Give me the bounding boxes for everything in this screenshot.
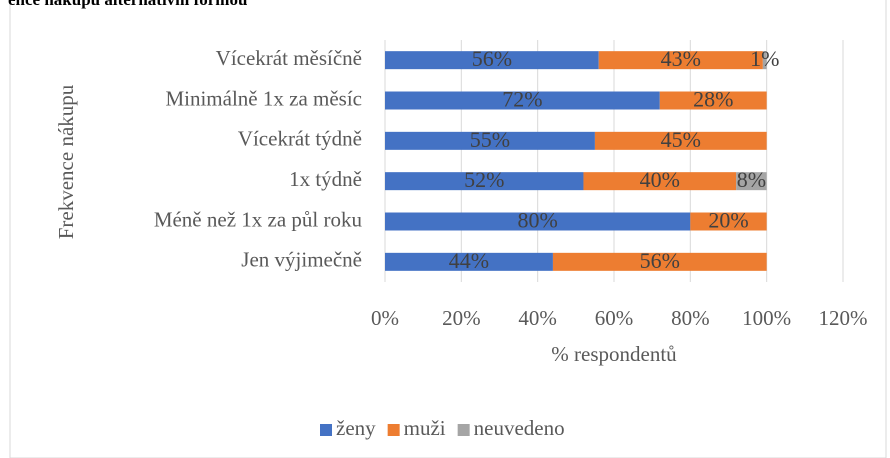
data-label: 45% bbox=[661, 127, 701, 152]
y-tick-label: Jen výjimečně bbox=[241, 248, 362, 272]
data-label: 80% bbox=[518, 208, 558, 233]
bar-segment bbox=[762, 51, 767, 70]
bar-segment bbox=[385, 51, 599, 70]
bar-segment bbox=[690, 212, 767, 231]
data-label: 55% bbox=[470, 127, 510, 152]
legend-swatch bbox=[320, 424, 332, 436]
x-tick-label: 0% bbox=[371, 306, 399, 330]
bar-segment bbox=[594, 131, 767, 150]
data-label: 72% bbox=[502, 87, 542, 112]
legend-swatch bbox=[457, 424, 470, 436]
legend-label: muži bbox=[404, 416, 446, 440]
data-label: 52% bbox=[464, 167, 504, 192]
bar-segment bbox=[583, 172, 737, 191]
y-tick-label: 1x týdně bbox=[289, 167, 362, 191]
x-tick-label: 60% bbox=[595, 306, 634, 330]
bar-segment bbox=[385, 91, 660, 110]
legend-label: ženy bbox=[336, 416, 376, 440]
chart-frame bbox=[9, 0, 887, 458]
x-tick-label: 120% bbox=[819, 306, 868, 330]
data-label: 1% bbox=[750, 46, 779, 71]
legend-swatch bbox=[387, 424, 400, 436]
data-label: 20% bbox=[708, 208, 748, 233]
x-tick-label: 40% bbox=[518, 306, 557, 330]
x-axis-title: % respondentů bbox=[551, 342, 677, 366]
data-label: 43% bbox=[661, 46, 701, 71]
x-tick-label: 80% bbox=[671, 306, 710, 330]
x-tick-label: 20% bbox=[442, 306, 481, 330]
data-label: 8% bbox=[737, 167, 766, 192]
bar-segment bbox=[659, 91, 767, 110]
chart-title: ence nákupu alternativní formou bbox=[8, 0, 247, 9]
bar-segment bbox=[385, 131, 595, 150]
data-label: 56% bbox=[472, 46, 512, 71]
y-axis-title: Frekvence nákupu bbox=[54, 84, 78, 239]
y-tick-label: Minimálně 1x za měsíc bbox=[165, 86, 362, 110]
bar-segment bbox=[736, 172, 767, 191]
data-label: 40% bbox=[640, 167, 680, 192]
data-label: 28% bbox=[693, 87, 733, 112]
bar-segment bbox=[385, 172, 584, 191]
data-label: 56% bbox=[640, 248, 680, 273]
bar-segment bbox=[385, 212, 691, 231]
x-tick-label: 100% bbox=[742, 306, 791, 330]
bar-segment bbox=[598, 51, 763, 70]
bar-segment bbox=[552, 252, 767, 271]
bar-segment bbox=[385, 252, 553, 271]
y-tick-label: Vícekrát měsíčně bbox=[216, 46, 362, 70]
y-tick-label: Méně než 1x za půl roku bbox=[154, 207, 363, 231]
y-tick-label: Vícekrát týdně bbox=[238, 127, 362, 151]
legend-label: neuvedeno bbox=[474, 416, 565, 440]
data-label: 44% bbox=[449, 248, 489, 273]
